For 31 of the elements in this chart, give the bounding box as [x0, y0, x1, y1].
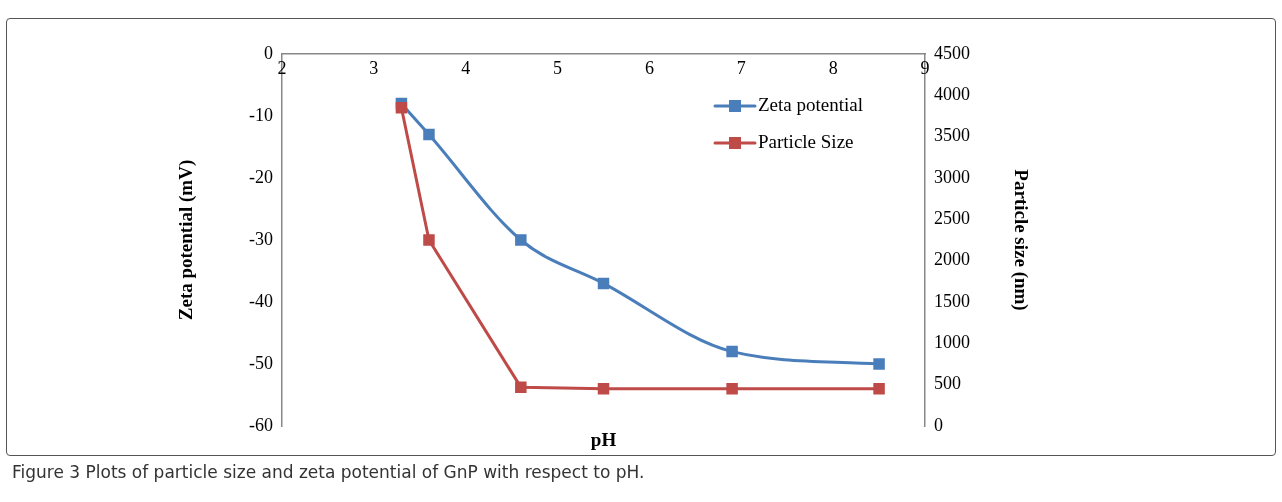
x-tick-label: 6 [644, 57, 654, 78]
y2-axis-title: Particle size (nm) [1009, 169, 1032, 311]
y-tick-label: -30 [249, 228, 273, 249]
y2-tick-label: 2000 [934, 249, 970, 270]
x-tick-label: 4 [461, 57, 471, 78]
y2-tick-label: 3000 [934, 166, 970, 187]
x-tick-label: 7 [736, 57, 746, 78]
y-tick-label: -20 [249, 166, 273, 187]
y2-tick-label: 4500 [934, 42, 970, 63]
y-tick-label: 0 [264, 42, 273, 63]
x-tick-label: 8 [828, 57, 838, 78]
x-tick-label: 3 [369, 57, 379, 78]
x-tick-label: 2 [277, 57, 287, 78]
legend-label: Particle Size [758, 130, 854, 152]
y-tick-label: -40 [249, 290, 273, 311]
x-axis-title: pH [590, 429, 617, 451]
x-tick-label: 9 [920, 57, 930, 78]
x-tick-label: 5 [553, 57, 563, 78]
caption: Figure 3 Plots of particle size and zeta potential of GnP with respect to pH. [12, 462, 645, 482]
y2-tick-label: 0 [934, 414, 943, 435]
y2-tick-label: 2500 [934, 208, 970, 229]
y-tick-label: -50 [249, 352, 273, 373]
y2-tick-label: 500 [934, 373, 961, 394]
y2-tick-label: 3500 [934, 125, 970, 146]
y2-tick-label: 1500 [934, 290, 970, 311]
legend-label: Zeta potential [758, 93, 863, 115]
y-axis-title: Zeta potential (mV) [175, 159, 198, 321]
y2-tick-label: 1000 [934, 332, 970, 353]
y2-tick-label: 4000 [934, 84, 970, 105]
y-tick-label: -10 [249, 104, 273, 125]
y-tick-label: -60 [249, 414, 273, 435]
